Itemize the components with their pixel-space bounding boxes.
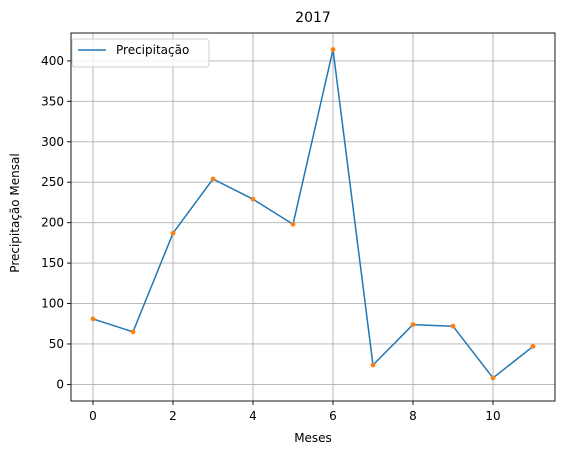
y-tick-label: 300 [41,135,64,149]
y-tick-label: 150 [41,256,64,270]
x-axis-ticks: 0 2 4 6 8 10 [89,401,501,423]
y-tick-label: 250 [41,175,64,189]
y-tick-label: 200 [41,216,64,230]
data-point [210,176,216,182]
y-axis-ticks: 0 50 100 150 200 250 300 350 400 [41,54,71,391]
y-tick-label: 0 [56,377,64,391]
legend-label: Precipitação [116,43,189,57]
x-tick-label: 2 [169,409,177,423]
x-tick-label: 0 [89,409,97,423]
legend-box [71,38,210,68]
y-tick-label: 50 [49,337,64,351]
chart-title: 2017 [295,10,331,26]
y-axis-label: Precipitação Mensal [8,153,22,272]
x-axis-label: Meses [294,431,332,445]
axes-frame [70,32,556,402]
y-tick-label: 350 [41,94,64,108]
plot-area-border [70,32,556,402]
data-point [250,196,256,202]
y-tick-label: 400 [41,54,64,68]
x-tick-label: 10 [485,409,500,423]
data-point [450,323,456,329]
data-point [530,344,536,349]
data-point [290,221,296,227]
data-point [490,375,496,381]
x-tick-label: 8 [409,409,417,423]
data-point [130,329,136,335]
data-point [370,362,376,368]
data-point [90,316,96,322]
x-tick-label: 6 [329,409,337,423]
data-point [170,230,176,236]
legend: Precipitação [71,38,210,68]
grid-lines [71,33,555,401]
y-tick-label: 100 [41,297,64,311]
data-point [410,322,416,327]
x-tick-label: 4 [249,409,257,423]
series-layer [90,47,536,381]
data-point [330,47,336,52]
series-line [92,48,534,379]
